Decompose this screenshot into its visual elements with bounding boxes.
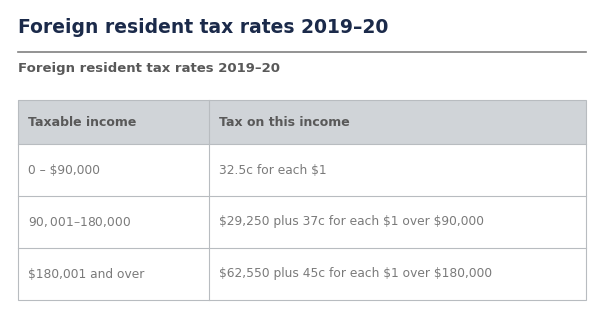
Bar	[18, 100, 586, 300]
Bar	[18, 100, 586, 144]
Bar	[18, 196, 586, 248]
Text: $29,250 plus 37c for each $1 over $90,000: $29,250 plus 37c for each $1 over $90,00…	[219, 215, 484, 228]
Text: $90,001 – $180,000: $90,001 – $180,000	[28, 215, 131, 229]
Text: Tax on this income: Tax on this income	[219, 115, 350, 128]
Bar	[18, 144, 586, 196]
Text: 32.5c for each $1: 32.5c for each $1	[219, 163, 327, 177]
Text: Taxable income: Taxable income	[28, 115, 137, 128]
Text: $62,550 plus 45c for each $1 over $180,000: $62,550 plus 45c for each $1 over $180,0…	[219, 268, 492, 280]
Text: 0 – $90,000: 0 – $90,000	[28, 163, 100, 177]
Text: Foreign resident tax rates 2019–20: Foreign resident tax rates 2019–20	[18, 62, 280, 75]
Text: $180,001 and over: $180,001 and over	[28, 268, 144, 280]
Bar	[18, 248, 586, 300]
Text: Foreign resident tax rates 2019–20: Foreign resident tax rates 2019–20	[18, 18, 388, 37]
